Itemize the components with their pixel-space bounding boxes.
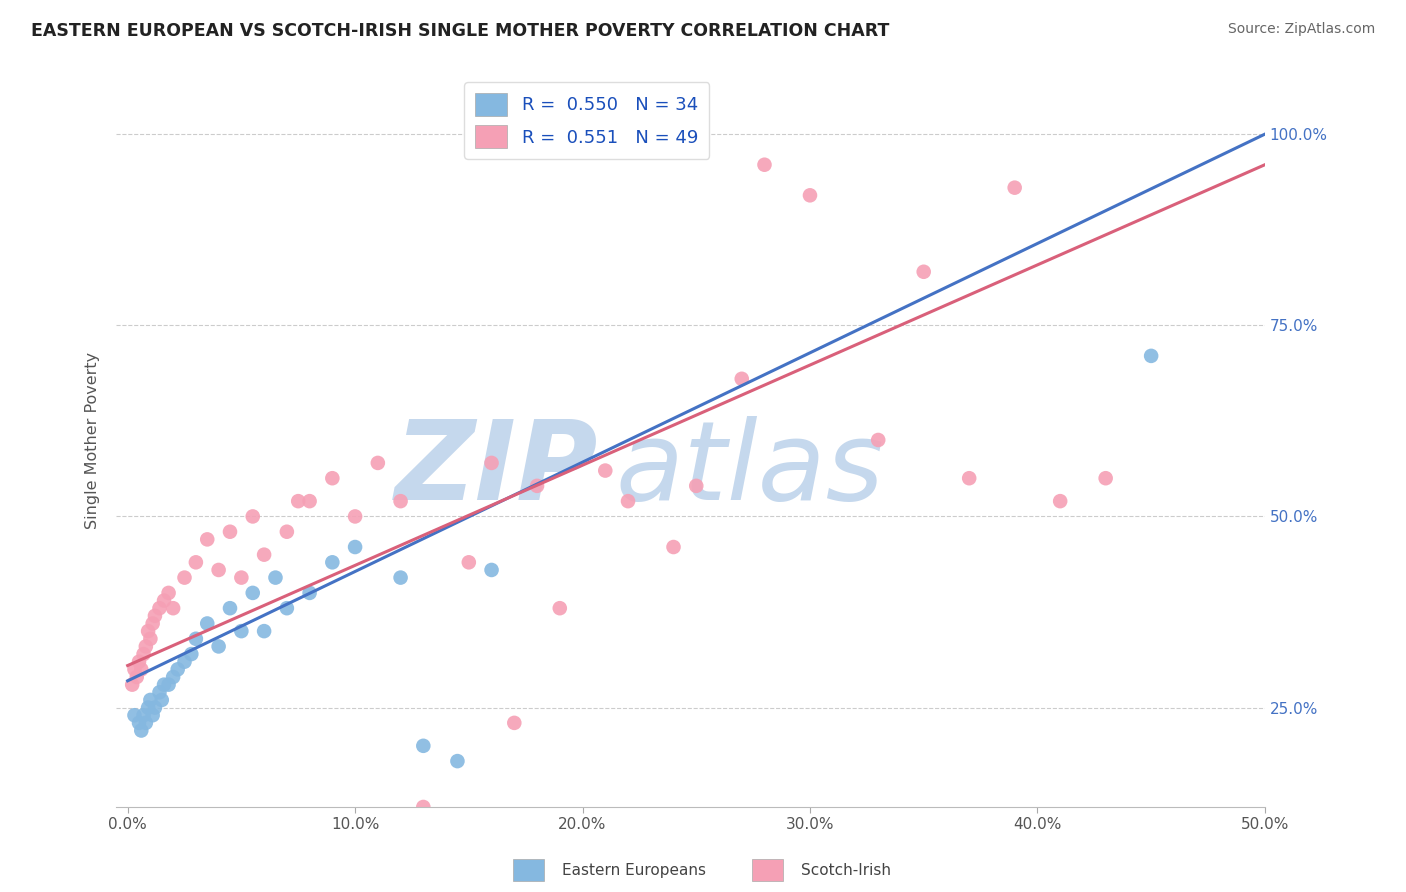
Point [173, 571, 195, 585]
Point [162, 670, 184, 684]
Point [1049, 494, 1071, 508]
Point [731, 372, 754, 386]
Point [129, 723, 152, 738]
Legend: R =  0.550   N = 34, R =  0.551   N = 49: R = 0.550 N = 34, R = 0.551 N = 49 [464, 82, 709, 159]
Point [253, 548, 276, 562]
Point [136, 700, 159, 714]
Point [1140, 349, 1163, 363]
Point [124, 708, 146, 723]
Point [868, 433, 890, 447]
Text: ZIP: ZIP [395, 416, 599, 523]
Point [121, 678, 143, 692]
Point [276, 524, 298, 539]
Point [150, 693, 173, 707]
Point [321, 471, 343, 485]
Point [957, 471, 980, 485]
Point [264, 571, 287, 585]
Point [1094, 471, 1116, 485]
Point [412, 739, 434, 753]
Point [124, 662, 146, 676]
Point [481, 563, 503, 577]
Point [207, 563, 229, 577]
Point [219, 524, 242, 539]
Point [548, 601, 571, 615]
Point [143, 608, 166, 623]
Text: atlas: atlas [616, 416, 884, 523]
Point [754, 158, 776, 172]
Point [389, 571, 412, 585]
Point [195, 533, 218, 547]
Point [129, 662, 152, 676]
Point [446, 754, 468, 768]
Point [157, 586, 180, 600]
Point [344, 509, 367, 524]
Point [662, 540, 685, 554]
Point [207, 640, 229, 654]
Point [799, 188, 821, 202]
Point [412, 800, 434, 814]
Point [231, 571, 253, 585]
Point [148, 601, 170, 615]
Point [287, 494, 309, 508]
Point [344, 540, 367, 554]
Point [125, 670, 148, 684]
Point [912, 265, 935, 279]
Point [166, 662, 188, 676]
Point [389, 494, 412, 508]
Point [135, 715, 157, 730]
Point [617, 494, 640, 508]
Text: Eastern Europeans: Eastern Europeans [562, 863, 706, 878]
Point [142, 708, 165, 723]
Point [128, 655, 150, 669]
Point [242, 509, 264, 524]
Point [173, 655, 195, 669]
Point [367, 456, 389, 470]
Point [142, 616, 165, 631]
Point [132, 708, 155, 723]
Text: EASTERN EUROPEAN VS SCOTCH-IRISH SINGLE MOTHER POVERTY CORRELATION CHART: EASTERN EUROPEAN VS SCOTCH-IRISH SINGLE … [31, 22, 890, 40]
Point [219, 601, 242, 615]
Point [298, 494, 321, 508]
Point [139, 632, 162, 646]
Point [321, 555, 343, 569]
Point [128, 715, 150, 730]
Text: Scotch-Irish: Scotch-Irish [801, 863, 891, 878]
Point [526, 479, 548, 493]
Point [593, 464, 616, 478]
Point [139, 693, 162, 707]
Point [184, 632, 207, 646]
Point [276, 601, 298, 615]
Point [195, 616, 218, 631]
Point [481, 456, 503, 470]
Point [457, 555, 479, 569]
Point [184, 555, 207, 569]
Point [503, 715, 526, 730]
Point [298, 586, 321, 600]
Point [162, 601, 184, 615]
Point [135, 640, 157, 654]
Point [685, 479, 707, 493]
Point [1004, 180, 1026, 194]
Point [231, 624, 253, 639]
Point [157, 678, 180, 692]
Point [153, 593, 176, 607]
Point [136, 624, 159, 639]
Point [253, 624, 276, 639]
Point [180, 647, 202, 661]
Y-axis label: Single Mother Poverty: Single Mother Poverty [86, 351, 100, 529]
Point [242, 586, 264, 600]
Point [153, 678, 176, 692]
Point [143, 700, 166, 714]
Point [148, 685, 170, 699]
Text: Source: ZipAtlas.com: Source: ZipAtlas.com [1227, 22, 1375, 37]
Point [132, 647, 155, 661]
